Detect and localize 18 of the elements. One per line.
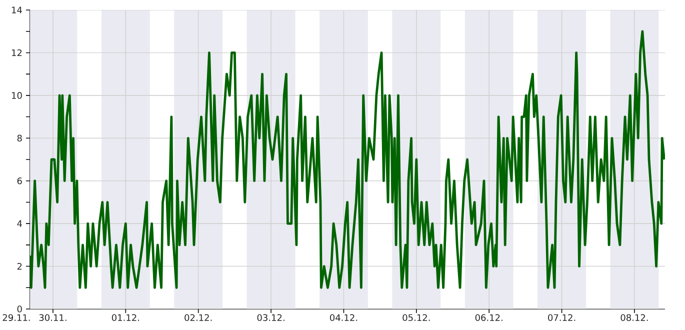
- text: 29.11.: [2, 314, 30, 322]
- x-tick-label: 30.11.: [39, 314, 66, 322]
- y-tick-label: 6: [17, 177, 22, 184]
- x-tick-label: 07.12.: [548, 314, 576, 322]
- y-tick-label: 0: [17, 306, 22, 312]
- x-tick-label: 03.12.: [257, 314, 284, 322]
- x-tick-label: 05.12.: [402, 314, 430, 322]
- y-tick-label: 12: [12, 49, 22, 56]
- y-tick-label: 10: [12, 92, 22, 99]
- y-tick-label: 8: [17, 134, 22, 142]
- x-tick-label: 04.12.: [330, 314, 358, 322]
- y-tick-label: 4: [17, 220, 22, 227]
- x-tick-label: 08.12.: [620, 314, 648, 322]
- y-tick-label: 2: [17, 262, 22, 270]
- y-tick-label: 14: [12, 6, 22, 14]
- x-tick-label: 06.12.: [475, 314, 502, 322]
- x-tick-label: 01.12.: [112, 314, 139, 322]
- x-tick-label: 02.12.: [184, 314, 212, 322]
